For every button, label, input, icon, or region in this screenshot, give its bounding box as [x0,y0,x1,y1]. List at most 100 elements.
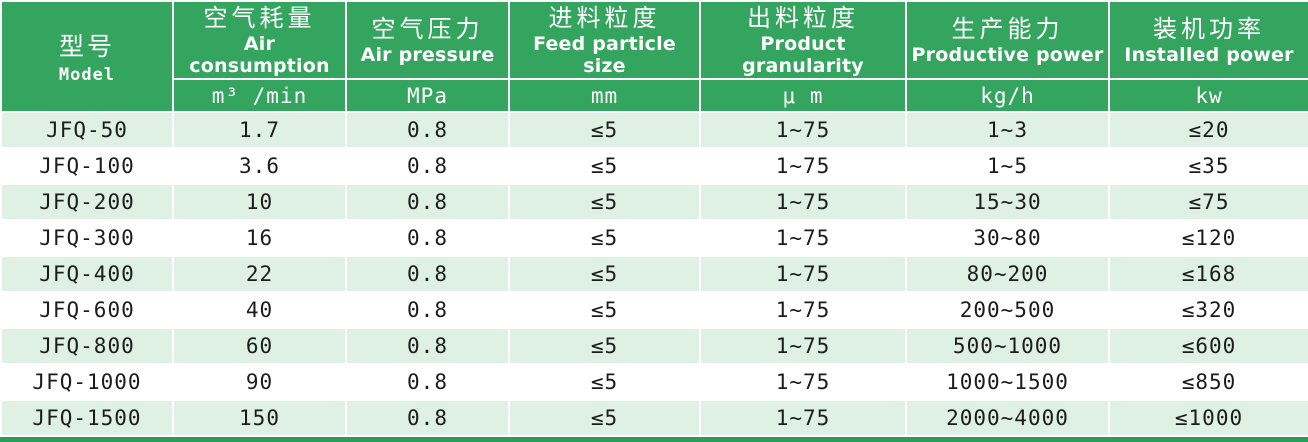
value-cell: 0.8 [345,147,510,186]
value-cell: 1~75 [699,255,907,294]
value-cell: 1~75 [699,147,907,186]
value-cell: ≤5 [508,291,701,330]
value-cell: ≤35 [1108,147,1308,186]
model-cell: JFQ-100 [0,147,174,186]
model-cell: JFQ-800 [0,327,174,366]
value-cell: ≤5 [508,327,701,366]
value-cell: 0.8 [345,399,510,438]
value-cell: 150 [172,399,347,438]
table-row: JFQ-1500 150 0.8 ≤5 1~75 2000~4000 ≤1000 [0,399,1308,438]
column-title-cn: 型号 [58,32,115,62]
value-cell: ≤168 [1108,255,1308,294]
table-row: JFQ-400 22 0.8 ≤5 1~75 80~200 ≤168 [0,255,1308,294]
value-cell: 1~75 [699,111,907,150]
table-row: JFQ-200 10 0.8 ≤5 1~75 15~30 ≤75 [0,183,1308,222]
value-cell: 0.8 [345,327,510,366]
value-cell: 40 [172,291,347,330]
value-cell: ≤20 [1108,111,1308,150]
column-header-installed-power: 装机功率 Installed power [1108,0,1308,81]
unit-productive-power: kg/h [905,78,1110,114]
value-cell: 1~75 [699,327,907,366]
unit-air-consumption: m³ /min [172,78,347,114]
value-cell: ≤5 [508,399,701,438]
value-cell: 0.8 [345,111,510,150]
table-row: JFQ-300 16 0.8 ≤5 1~75 30~80 ≤120 [0,219,1308,258]
value-cell: 500~1000 [905,327,1110,366]
value-cell: ≤5 [508,111,701,150]
unit-feed-particle-size: mm [508,78,701,114]
value-cell: ≤850 [1108,363,1308,402]
value-cell: 16 [172,219,347,258]
value-cell: 0.8 [345,291,510,330]
value-cell: ≤120 [1108,219,1308,258]
bottom-accent-bar [0,437,1308,442]
value-cell: 80~200 [905,255,1110,294]
column-title-cn: 进料粒度 [548,4,661,32]
value-cell: 22 [172,255,347,294]
value-cell: 0.8 [345,219,510,258]
value-cell: ≤5 [508,255,701,294]
column-header-product-granularity: 出料粒度 Product granularity [699,0,907,81]
table-row: JFQ-100 3.6 0.8 ≤5 1~75 1~5 ≤35 [0,147,1308,186]
value-cell: ≤5 [508,147,701,186]
table-row: JFQ-600 40 0.8 ≤5 1~75 200~500 ≤320 [0,291,1308,330]
value-cell: 1~75 [699,363,907,402]
column-title-en: Productive power [911,44,1104,67]
model-cell: JFQ-1000 [0,363,174,402]
unit-product-granularity: μ m [699,78,907,114]
table-row: JFQ-800 60 0.8 ≤5 1~75 500~1000 ≤600 [0,327,1308,366]
column-title-cn: 出料粒度 [747,4,859,32]
table-header: 型号 Model 空气耗量 Air consumption 空气压力 Air p… [0,0,1308,114]
value-cell: 0.8 [345,363,510,402]
column-title-en: Feed particle size [533,33,676,78]
column-title-en: Installed power [1124,44,1294,67]
model-cell: JFQ-200 [0,183,174,222]
column-title-cn: 空气压力 [371,14,484,43]
table-row: JFQ-50 1.7 0.8 ≤5 1~75 1~3 ≤20 [0,111,1308,150]
header-row-units: m³ /min MPa mm μ m kg/h kw [1,78,1308,114]
column-title-cn: 装机功率 [1153,14,1265,43]
value-cell: 3.6 [172,147,347,186]
value-cell: ≤75 [1108,183,1308,222]
value-cell: 1~5 [905,147,1110,186]
value-cell: 1~75 [699,291,907,330]
value-cell: 15~30 [905,183,1110,222]
model-cell: JFQ-1500 [0,399,174,438]
value-cell: 1~75 [699,219,907,258]
model-cell: JFQ-300 [0,219,174,258]
value-cell: ≤600 [1108,327,1308,366]
value-cell: 10 [172,183,347,222]
value-cell: 1~3 [905,111,1110,150]
column-header-air-consumption: 空气耗量 Air consumption [172,0,347,81]
value-cell: ≤5 [508,219,701,258]
value-cell: 1000~1500 [905,363,1110,402]
value-cell: 1~75 [699,399,907,438]
header-row-titles: 型号 Model 空气耗量 Air consumption 空气压力 Air p… [0,0,1308,114]
value-cell: 90 [172,363,347,402]
column-header-model: 型号 Model [0,0,174,114]
column-header-air-pressure: 空气压力 Air pressure [345,0,510,81]
value-cell: 2000~4000 [905,399,1110,438]
value-cell: ≤5 [508,183,701,222]
column-title-cn: 空气耗量 [203,4,316,32]
column-title-en: Model [58,64,116,85]
table-row: JFQ-1000 90 0.8 ≤5 1~75 1000~1500 ≤850 [0,363,1308,402]
table-body: JFQ-50 1.7 0.8 ≤5 1~75 1~3 ≤20 JFQ-100 3.6 0.8 ≤5 1… [0,111,1308,438]
value-cell: 0.8 [345,255,510,294]
value-cell: 0.8 [345,183,510,222]
unit-installed-power: kw [1108,78,1308,114]
column-header-feed-particle-size: 进料粒度 Feed particle size [508,0,701,81]
column-header-productive-power: 生产能力 Productive power [905,0,1110,81]
value-cell: 1.7 [172,111,347,150]
unit-air-pressure: MPa [345,78,510,114]
model-cell: JFQ-400 [0,255,174,294]
value-cell: 1~75 [699,183,907,222]
column-title-cn: 生产能力 [951,14,1064,43]
column-title-en: Product granularity [742,33,864,78]
value-cell: ≤5 [508,363,701,402]
model-cell: JFQ-50 [0,111,174,150]
value-cell: 60 [172,327,347,366]
value-cell: ≤320 [1108,291,1308,330]
